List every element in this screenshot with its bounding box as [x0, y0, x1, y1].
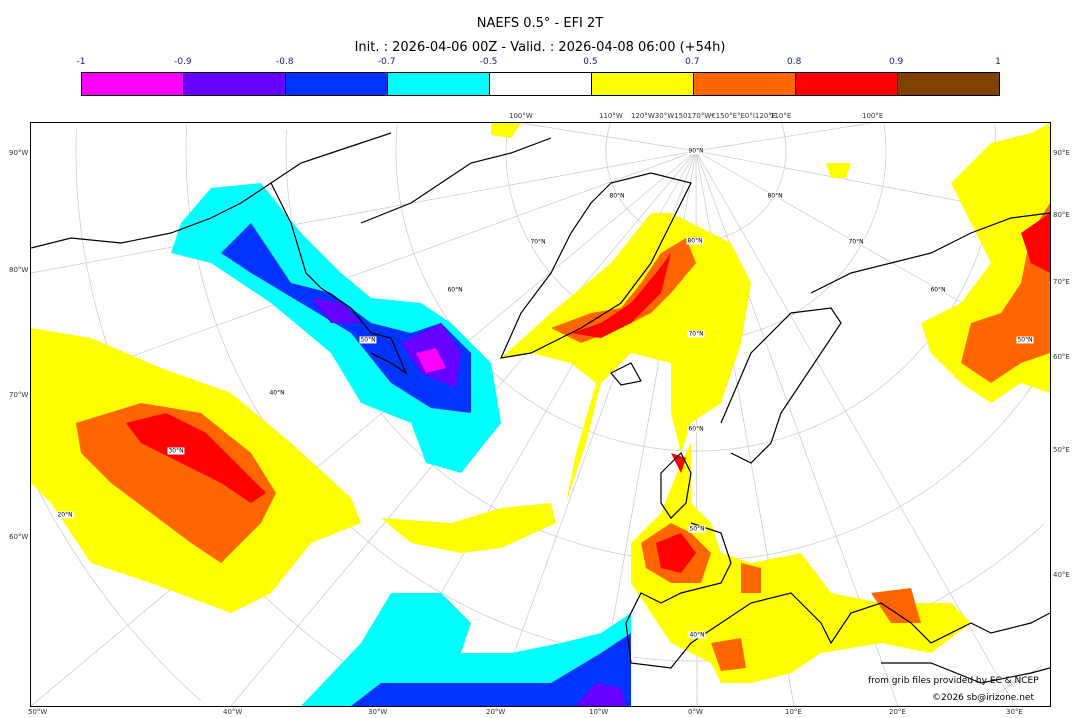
lon-label-right: 50°E	[1053, 446, 1070, 454]
colorbar-tick: 1	[995, 57, 1001, 67]
lon-label-left: 90°W	[9, 149, 29, 157]
lat-label: 20°N	[56, 511, 74, 519]
lon-label-right: 80°E	[1053, 211, 1070, 219]
colorbar-tick: 0.7	[685, 57, 700, 67]
colorbar-segment	[796, 73, 898, 95]
colorbar-segment	[184, 73, 286, 95]
lat-label: 50°N	[359, 336, 377, 344]
lat-label: 80°N	[686, 237, 704, 245]
lat-label: 60°N	[687, 425, 705, 433]
map-subtitle: Init. : 2026-04-06 00Z - Valid. : 2026-0…	[354, 40, 726, 55]
colorbar-tick: -0.5	[479, 57, 498, 67]
colorbar-tick: -0.9	[174, 57, 192, 67]
colorbar-segment	[82, 73, 184, 95]
map-title: NAEFS 0.5° - EFI 2T	[476, 16, 604, 31]
lat-label: 60°N	[446, 286, 464, 294]
colorbar-tick: 0.5	[583, 57, 598, 67]
credit-copyright: ©2026 sb@irizone.net	[932, 693, 1034, 703]
lat-label: 40°N	[688, 631, 706, 639]
lon-label-bottom: 20°E	[889, 708, 906, 716]
lon-label-bottom: 50°W	[28, 708, 48, 716]
latitude-circle	[185, 124, 1045, 662]
lon-label-top: 100°E	[862, 112, 884, 120]
coastlines	[31, 132, 1050, 684]
lon-label-top: 100°W	[509, 112, 533, 120]
lon-label-right: 70°E	[1053, 278, 1070, 286]
lon-label-bottom: 10°E	[785, 708, 802, 716]
lon-label-top: 110°W	[599, 112, 623, 120]
colorbar-segment	[694, 73, 796, 95]
lat-label: 80°N	[608, 192, 626, 200]
credit-source: from grib files provided by EC & NCEP	[868, 676, 1039, 686]
colorbar-tick: -0.8	[275, 57, 294, 67]
lat-label: 70°N	[847, 238, 865, 246]
lon-label-right: 40°E	[1053, 571, 1070, 579]
colorbar-tick: 0.9	[888, 57, 904, 67]
lon-label-bottom: 30°W	[368, 708, 388, 716]
lon-label-top: 110°E	[770, 112, 792, 120]
efi-field	[31, 123, 1050, 706]
colorbar-tick: -1	[76, 57, 86, 67]
lon-label-bottom: 10°W	[589, 708, 609, 716]
lon-label-left: 70°W	[9, 391, 29, 399]
colorbar-tick: 0.8	[787, 57, 802, 67]
lon-label-left: 60°W	[9, 533, 29, 541]
lon-label-top: 120°W30°W150170°W€150°E°E0°I120°E	[631, 112, 777, 120]
colorbar	[81, 72, 1000, 96]
lon-label-bottom: 20°W	[486, 708, 506, 716]
lat-label: 30°N	[167, 447, 185, 455]
colorbar-segment	[898, 73, 999, 95]
colorbar-segment	[592, 73, 694, 95]
colorbar-segment	[490, 73, 592, 95]
lat-label: 50°N	[1016, 336, 1034, 344]
colorbar-segment	[286, 73, 388, 95]
lat-label: 90°N	[687, 147, 705, 155]
lon-label-bottom: 0°W	[688, 708, 703, 716]
map-area: 90°N 80°N 80°N 80°N 70°N 70°N 70°N 60°N 60°N 60°N…	[30, 122, 1051, 707]
lat-label: 50°N	[688, 525, 706, 533]
lon-label-right: 60°E	[1053, 353, 1070, 361]
lon-label-bottom: 40°W	[223, 708, 243, 716]
lat-label: 60°N	[929, 286, 947, 294]
colorbar-tick: -0.7	[377, 57, 396, 67]
lat-label: 70°N	[687, 330, 705, 338]
latitude-circle	[36, 486, 202, 702]
lat-label: 40°N	[268, 389, 286, 397]
colorbar-segment	[388, 73, 490, 95]
lat-label: 80°N	[766, 192, 784, 200]
lon-label-right: 90°E	[1053, 149, 1070, 157]
lon-label-left: 80°W	[9, 266, 29, 274]
lat-label: 70°N	[529, 238, 547, 246]
lon-label-bottom: 30°E	[1006, 708, 1023, 716]
